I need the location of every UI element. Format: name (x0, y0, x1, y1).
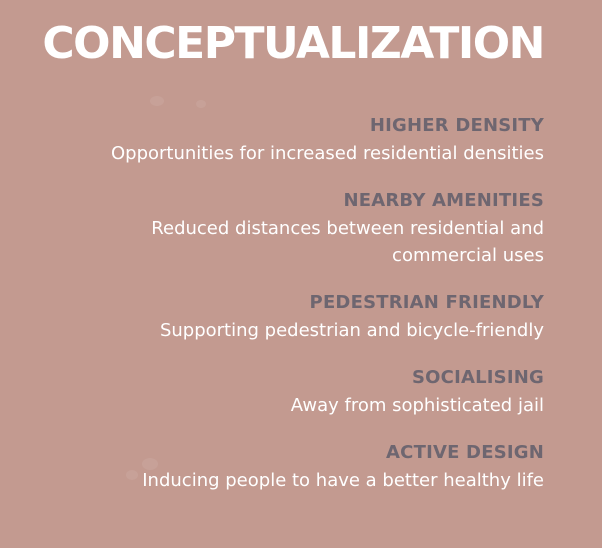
concept-description: Supporting pedestrian and bicycle-friend… (159, 320, 544, 341)
concept-list: HIGHER DENSITY Opportunities for increas… (4, 112, 544, 514)
concept-item-higher-density: HIGHER DENSITY Opportunities for increas… (4, 112, 544, 167)
concept-item-pedestrian-friendly: PEDESTRIAN FRIENDLY Supporting pedestria… (4, 289, 544, 344)
concept-description: Away from sophisticated jail (290, 395, 544, 416)
background-speck (196, 100, 206, 108)
background-speck (150, 96, 164, 106)
concept-item-nearby-amenities: NEARBY AMENITIES Reduced distances betwe… (4, 187, 544, 269)
concept-description: Inducing people to have a better healthy… (142, 470, 544, 491)
concept-description: Reduced distances between residential an… (151, 218, 544, 266)
concept-heading: SOCIALISING (412, 367, 544, 388)
background-speck (126, 470, 138, 480)
background-speck (142, 458, 158, 470)
concept-item-socialising: SOCIALISING Away from sophisticated jail (4, 364, 544, 419)
concept-heading: PEDESTRIAN FRIENDLY (309, 292, 544, 313)
concept-heading: ACTIVE DESIGN (386, 442, 544, 463)
concept-item-active-design: ACTIVE DESIGN Inducing people to have a … (4, 439, 544, 494)
page-title: CONCEPTUALIZATION (42, 18, 545, 69)
concept-heading: HIGHER DENSITY (369, 115, 544, 136)
concept-heading: NEARBY AMENITIES (343, 190, 544, 211)
concept-description: Opportunities for increased residential … (110, 143, 544, 164)
